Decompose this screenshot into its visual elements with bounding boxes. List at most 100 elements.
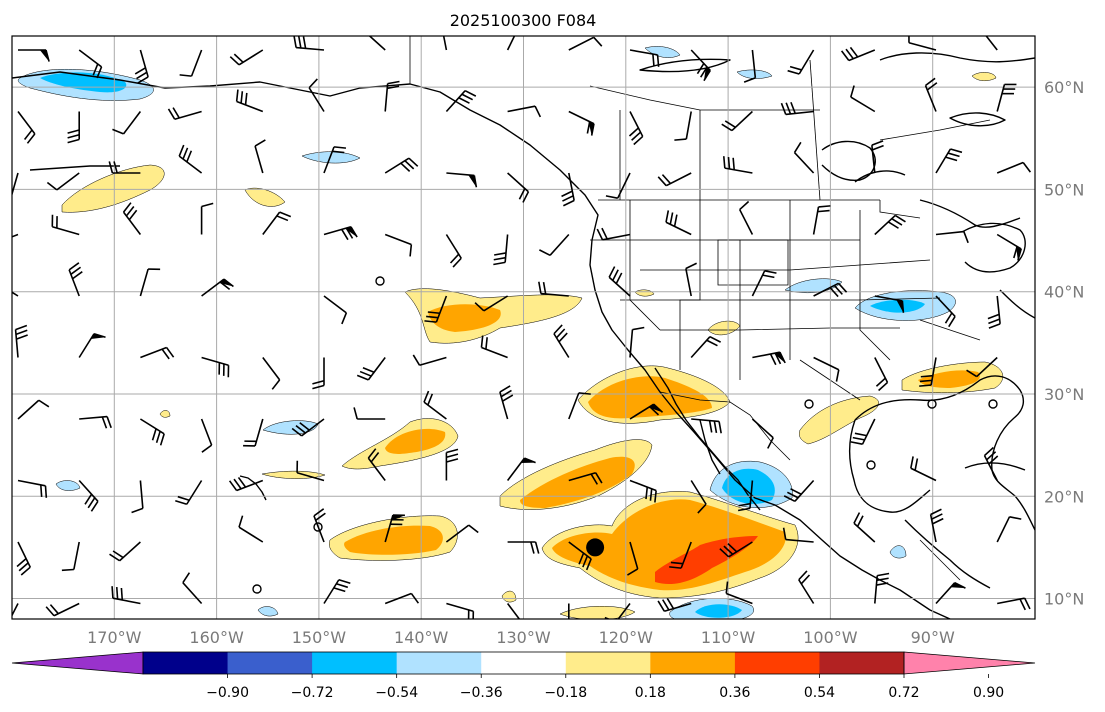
wind-barb	[78, 49, 103, 79]
longitude-tick-label: 130°W	[496, 628, 551, 647]
wind-barb	[506, 603, 521, 619]
wind-barb	[850, 85, 876, 113]
wind-barb	[384, 514, 405, 543]
colorbar-tick-label: 0.18	[635, 685, 666, 701]
wind-barb	[561, 172, 575, 207]
wind-barb	[200, 418, 213, 453]
wind-barb	[725, 581, 753, 605]
wind-barb	[506, 36, 528, 51]
latitude-tick-label: 20°N	[1044, 487, 1084, 506]
wind-barb	[179, 49, 203, 77]
wind-barb	[243, 418, 264, 447]
wind-barb	[983, 446, 999, 481]
latitude-tick-label: 40°N	[1044, 283, 1084, 302]
latitude-tick-label: 10°N	[1044, 590, 1084, 609]
colorbar-extend-high	[903, 651, 1036, 675]
wind-barb	[446, 602, 475, 619]
wind-barb	[112, 111, 142, 135]
colorbar-tick-label: −0.18	[544, 685, 587, 701]
wind-barb	[752, 351, 786, 366]
wind-barb	[229, 49, 264, 66]
wind-barb	[685, 262, 697, 297]
wind-barb	[568, 36, 603, 51]
colorbar-tick-label: −0.54	[375, 685, 418, 701]
longitude-tick-label: 110°W	[701, 628, 756, 647]
wind-barb	[79, 415, 112, 429]
wind-barb	[445, 448, 459, 481]
wind-barb	[935, 581, 966, 605]
coastlines	[12, 52, 1035, 619]
wind-barb	[139, 268, 161, 297]
wind-barb	[812, 205, 831, 235]
wind-barb	[751, 270, 777, 297]
wind-barb	[356, 357, 386, 381]
wind-barb	[296, 460, 325, 482]
wind-barb	[68, 262, 83, 297]
wind-barb	[568, 392, 591, 420]
wind-barb	[722, 156, 753, 174]
wind-barb	[368, 36, 386, 51]
wind-barb	[935, 148, 963, 174]
wind-barb	[51, 214, 80, 236]
wind-barb	[445, 524, 479, 543]
wind-barb	[201, 278, 234, 297]
wind-barb	[134, 49, 149, 84]
colorbar-tick-labels: −0.90 −0.72 −0.54 −0.36 −0.18 0.18 0.36 0.54 0.7…	[206, 674, 1004, 701]
wind-barb	[12, 172, 19, 197]
wind-barb	[474, 295, 509, 312]
longitude-tick-label: 160°W	[189, 628, 244, 647]
latitude-labels: 10°N 20°N 30°N 40°N 50°N 60°N	[1044, 78, 1084, 608]
wind-barb	[782, 527, 814, 543]
wind-barb	[507, 105, 542, 118]
wind-barb	[567, 603, 570, 619]
map-area	[12, 36, 1035, 619]
wind-barb	[291, 418, 325, 437]
wind-barb	[262, 211, 292, 235]
wind-barbs	[12, 36, 1032, 619]
wind-barb	[608, 266, 631, 297]
wind-barb	[919, 357, 937, 387]
wind-barb	[424, 295, 448, 323]
longitude-tick-label: 90°W	[911, 628, 955, 647]
political-borders	[409, 36, 991, 581]
wind-barb	[853, 512, 876, 543]
wind-barb	[262, 357, 281, 390]
wind-barb	[669, 541, 692, 569]
wind-barb	[924, 77, 938, 112]
colorbar-segment	[650, 652, 736, 674]
colorbar-tick-label: −0.90	[206, 685, 249, 701]
wind-barb	[384, 592, 420, 605]
wind-barb	[996, 516, 1022, 543]
colorbar	[11, 651, 1036, 675]
wind-barb	[323, 226, 358, 241]
wind-barb	[721, 110, 753, 132]
wind-barb	[67, 111, 80, 144]
wind-barb	[690, 480, 707, 514]
wind-barb	[446, 172, 478, 188]
colorbar-segment	[481, 652, 567, 674]
longitude-tick-label: 100°W	[803, 628, 858, 647]
wind-barb	[871, 140, 884, 174]
wind-barb	[423, 390, 447, 420]
wind-barb	[18, 49, 50, 62]
wind-barb	[312, 357, 325, 390]
latitude-tick-label: 50°N	[1044, 180, 1084, 199]
longitude-tick-label: 120°W	[599, 628, 654, 647]
colorbar-tick-label: 0.90	[973, 685, 1004, 701]
wind-barb	[323, 146, 347, 174]
wind-barb	[111, 586, 141, 605]
wind-barb	[743, 49, 757, 83]
longitude-tick-label: 150°W	[292, 628, 347, 647]
wind-barb	[966, 356, 998, 378]
wind-barb	[997, 597, 1031, 611]
wind-barb	[935, 230, 969, 244]
wind-barb	[929, 508, 944, 543]
wind-barb	[178, 144, 203, 174]
calm-wind-markers	[252, 276, 998, 594]
wind-barb	[499, 385, 514, 420]
wind-barb	[874, 295, 905, 313]
wind-barb	[665, 210, 692, 236]
longitude-tick-label: 170°W	[87, 628, 142, 647]
wind-barb	[445, 234, 462, 268]
wind-barb	[45, 602, 80, 617]
